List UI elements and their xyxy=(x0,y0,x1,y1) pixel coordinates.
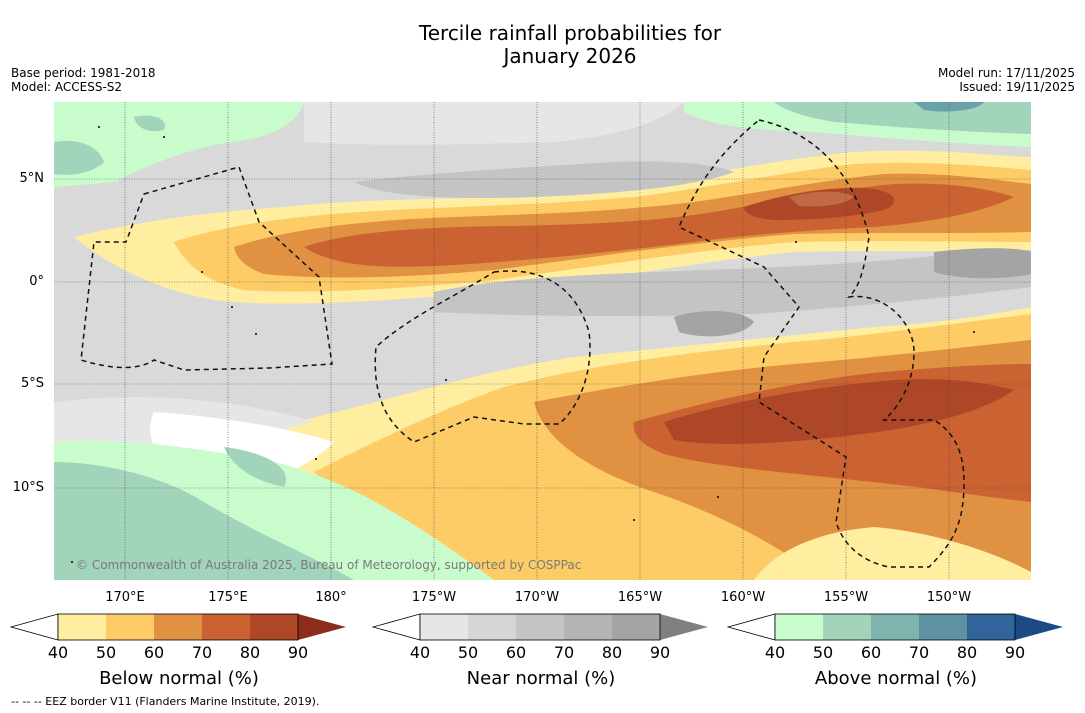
map-title-line1: Tercile rainfall probabilities for xyxy=(418,21,722,45)
colorbar-above-normal xyxy=(727,613,1063,641)
map-title: Tercile rainfall probabilities for Janua… xyxy=(0,22,1085,68)
lon-label-160w: 160°W xyxy=(720,590,766,605)
cb-below-tick-60: 60 xyxy=(143,643,165,662)
cb-below-tick-40: 40 xyxy=(47,643,69,662)
cb-near-tick-70: 70 xyxy=(553,643,575,662)
cb-above-70 xyxy=(919,614,967,640)
cb-above-tick-80: 80 xyxy=(956,643,978,662)
colorbar-below-normal xyxy=(10,613,346,641)
cb-above-50 xyxy=(823,614,871,640)
model-text: Model: ACCESS-S2 xyxy=(11,80,123,94)
lon-label-170e: 170°E xyxy=(105,590,145,605)
cb-near-80 xyxy=(612,614,660,640)
cb-near-60 xyxy=(516,614,564,640)
cb-near-tick-40: 40 xyxy=(409,643,431,662)
above-south-west-50 xyxy=(54,462,354,580)
cb-below-tick-80: 80 xyxy=(239,643,261,662)
cb-below-title: Below normal (%) xyxy=(99,668,259,689)
near-equator-70-b xyxy=(934,248,1031,279)
cb-near-min-arrow xyxy=(372,613,421,641)
lon-label-180: 180° xyxy=(315,590,347,605)
above-north-west xyxy=(54,102,304,187)
lon-label-175w: 175°W xyxy=(411,590,457,605)
cb-near-tick-90: 90 xyxy=(649,643,671,662)
meta-right: Model run: 17/11/2025 Issued: 19/11/2025 xyxy=(938,66,1075,94)
rainfall-probability-map xyxy=(54,102,1031,580)
meta-left: Base period: 1981-2018 Model: ACCESS-S2 xyxy=(11,66,156,94)
cb-below-80 xyxy=(250,614,298,640)
cb-above-title: Above normal (%) xyxy=(814,668,978,689)
lon-label-170w: 170°W xyxy=(514,590,560,605)
cb-below-60 xyxy=(154,614,202,640)
near-equator-70-a xyxy=(674,310,754,337)
cb-near-70 xyxy=(564,614,612,640)
cb-above-tick-50: 50 xyxy=(812,643,834,662)
cb-below-40 xyxy=(58,614,106,640)
cb-near-40 xyxy=(420,614,468,640)
map-title-line2: January 2026 xyxy=(503,44,637,68)
cb-below-50 xyxy=(106,614,154,640)
above-north-east-70 xyxy=(914,102,984,112)
cb-above-60 xyxy=(871,614,919,640)
cb-below-70 xyxy=(202,614,250,640)
base-period-text: Base period: 1981-2018 xyxy=(11,66,156,80)
below-north-band-90 xyxy=(789,191,854,207)
cb-above-80 xyxy=(967,614,1015,640)
cb-below-min-arrow xyxy=(10,613,59,641)
eez-border-east xyxy=(678,119,965,568)
cb-below-tick-70: 70 xyxy=(191,643,213,662)
cb-below-tick-50: 50 xyxy=(95,643,117,662)
copyright-text: © Commonwealth of Australia 2025, Bureau… xyxy=(76,558,582,572)
above-north-west-50b xyxy=(134,115,165,132)
cb-near-50 xyxy=(468,614,516,640)
cb-near-tick-50: 50 xyxy=(457,643,479,662)
cb-above-min-arrow xyxy=(727,613,776,641)
lat-label-0: 0° xyxy=(29,274,44,289)
above-north-west-50 xyxy=(54,140,104,175)
cb-below-tick-90: 90 xyxy=(287,643,309,662)
lon-label-155w: 155°W xyxy=(823,590,869,605)
near-north-light xyxy=(304,102,684,145)
grid-lines xyxy=(54,102,1031,580)
lon-label-165w: 165°W xyxy=(617,590,663,605)
near-equator-60 xyxy=(434,250,1031,317)
island-markers xyxy=(71,126,975,563)
cb-near-tick-60: 60 xyxy=(505,643,527,662)
eez-border-central xyxy=(374,270,591,443)
cb-below-max-arrow xyxy=(298,614,346,640)
lon-label-150w: 150°W xyxy=(926,590,972,605)
cb-near-max-arrow xyxy=(660,614,708,640)
near-north-60 xyxy=(354,161,734,199)
lat-label-5n: 5°N xyxy=(19,171,45,186)
cb-near-title: Near normal (%) xyxy=(466,668,616,689)
cb-above-tick-70: 70 xyxy=(908,643,930,662)
below-south-band-80 xyxy=(664,379,1014,444)
above-south-west-50b xyxy=(224,447,286,487)
cb-above-tick-40: 40 xyxy=(764,643,786,662)
cb-above-40 xyxy=(775,614,823,640)
lat-label-5s: 5°S xyxy=(20,376,44,391)
issued-text: Issued: 19/11/2025 xyxy=(959,80,1075,94)
colorbar-near-normal xyxy=(372,613,708,641)
cb-above-tick-60: 60 xyxy=(860,643,882,662)
lon-label-175e: 175°E xyxy=(208,590,248,605)
cb-near-tick-80: 80 xyxy=(601,643,623,662)
eez-borders xyxy=(80,119,965,568)
cb-above-max-arrow xyxy=(1015,614,1063,640)
model-run-text: Model run: 17/11/2025 xyxy=(937,66,1075,80)
cb-above-tick-90: 90 xyxy=(1004,643,1026,662)
lat-label-10s: 10°S xyxy=(12,480,44,495)
above-north-east-50 xyxy=(774,102,1031,134)
eez-legend-text: -- -- -- EEZ border V11 (Flanders Marine… xyxy=(11,695,320,708)
eez-border-west xyxy=(80,166,333,371)
below-south-light-east xyxy=(754,527,1031,580)
